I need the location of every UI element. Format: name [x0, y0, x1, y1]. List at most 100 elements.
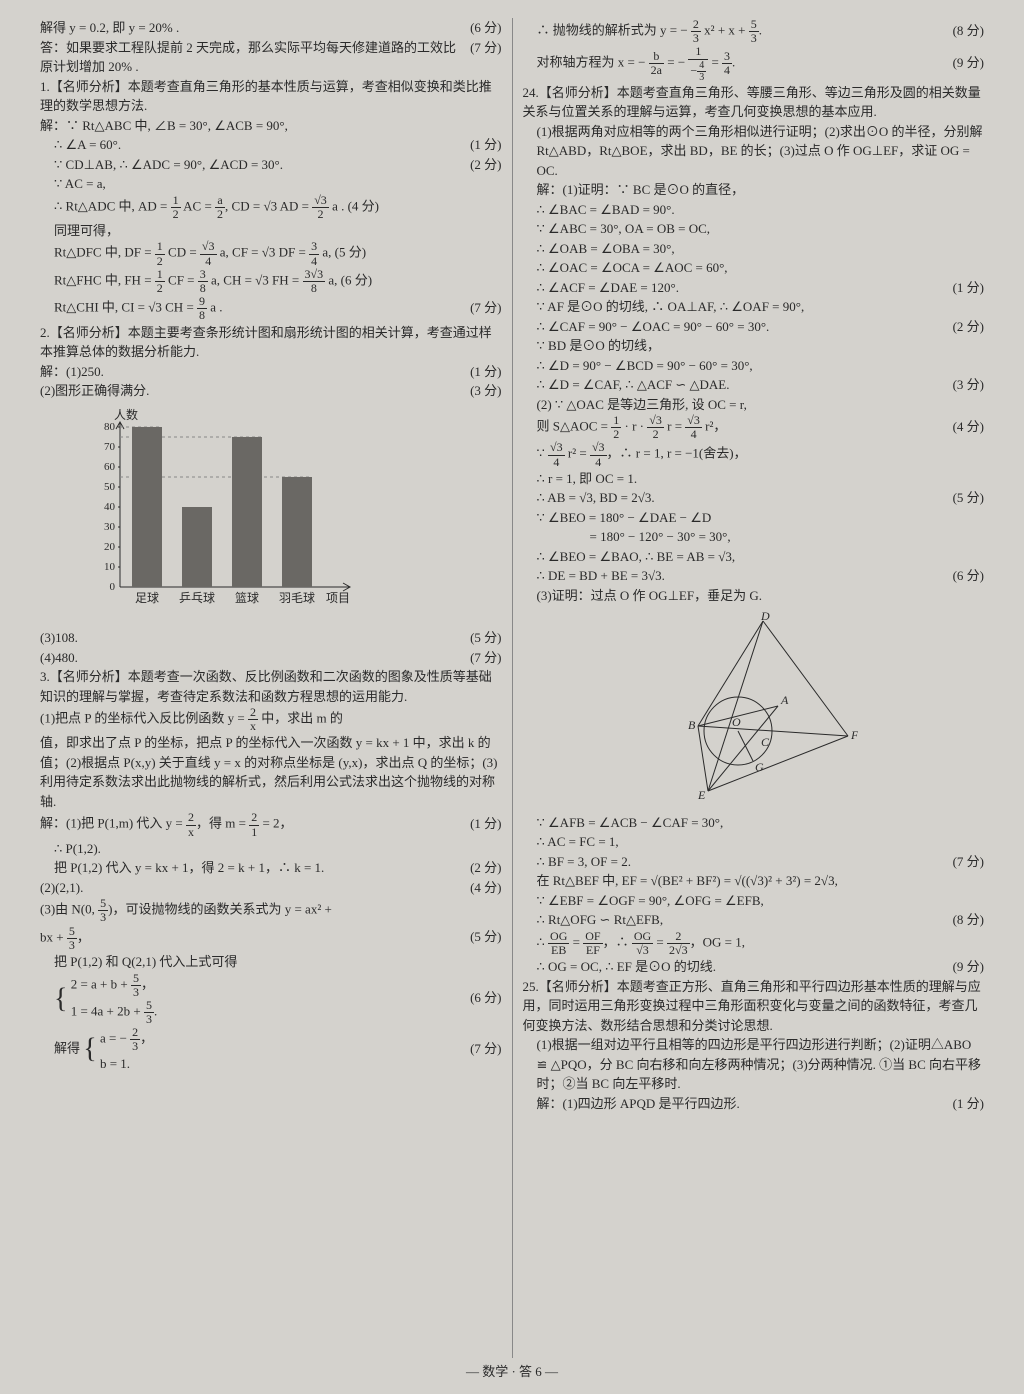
score: (7 分): [462, 38, 501, 58]
bar-chart: 人数 0 10 20 30 40 50 60 70 80: [70, 407, 502, 623]
text: 解：(1)把 P(1,m) 代入 y = 2x，得 m = 21 = 2，: [40, 811, 293, 838]
text: (3)证明：过点 O 作 OG⊥EF，垂足为 G.: [523, 586, 985, 606]
score: (5 分): [945, 488, 984, 508]
svg-text:乒乓球: 乒乓球: [179, 591, 215, 605]
text: Rt△DFC 中, DF = 12 CD = √34 a, CF = √3 DF…: [40, 240, 502, 267]
svg-text:项目: 项目: [326, 591, 350, 605]
text: ∴ 抛物线的解析式为 y = − 23 x² + x + 53.: [523, 18, 762, 45]
svg-text:O: O: [732, 715, 741, 729]
svg-text:F: F: [850, 728, 858, 742]
text: ∴ P(1,2).: [40, 839, 502, 859]
score: (8 分): [945, 21, 984, 41]
text: 解：(1)证明：∵ BC 是⊙O 的直径，: [523, 180, 985, 200]
svg-text:70: 70: [104, 441, 116, 453]
solution-system: 解得 { a = − 23， b = 1.: [40, 1026, 153, 1073]
score: (9 分): [945, 957, 984, 977]
text: 则 S△AOC = 12 · r · √32 r = √34 r²，: [523, 414, 727, 441]
svg-text:80: 80: [104, 421, 116, 433]
svg-text:50: 50: [104, 481, 116, 493]
text: ∴ ∠BAC = ∠BAD = 90°.: [523, 200, 985, 220]
score: (4 分): [945, 417, 984, 437]
score: (2 分): [945, 317, 984, 337]
score: (2 分): [462, 155, 501, 175]
analysis-heading: 24.【名师分析】本题考查直角三角形、等腰三角形、等边三角形及圆的相关数量关系与…: [523, 83, 985, 122]
text: 解：(1)四边形 APQD 是平行四边形.: [523, 1094, 740, 1114]
text: 值，即求出了点 P 的坐标，把点 P 的坐标代入一次函数 y = kx + 1 …: [40, 733, 502, 811]
text: ∴ ∠D = ∠CAF, ∴ △ACF ∽ △DAE.: [523, 375, 730, 395]
text: 在 Rt△BEF 中, EF = √(BE² + BF²) = √((√3)² …: [523, 871, 985, 891]
page-footer: — 数学 · 答 6 —: [30, 1362, 994, 1382]
score: (1 分): [462, 135, 501, 155]
text: (3)108.: [40, 628, 78, 648]
score: (7 分): [462, 298, 501, 318]
text: ∴ Rt△ADC 中, AD = 12 AC = a2, CD = √3 AD …: [40, 194, 502, 221]
text: ∴ ∠BEO = ∠BAO, ∴ BE = AB = √3,: [523, 547, 985, 567]
score: (1 分): [462, 362, 501, 382]
text: ∴ ∠A = 60°.: [40, 135, 121, 155]
text: ∵ ∠EBF = ∠OGF = 90°, ∠OFG = ∠EFB,: [523, 891, 985, 911]
text: Rt△FHC 中, FH = 12 CF = 38 a, CH = √3 FH …: [40, 268, 502, 295]
text: ∵ ∠ABC = 30°, OA = OB = OC,: [523, 219, 985, 239]
text: (2)(2,1).: [40, 878, 83, 898]
text: 解得 y = 0.2, 即 y = 20% .: [40, 18, 179, 38]
text: 同理可得，: [40, 221, 502, 241]
text: (2)图形正确得满分.: [40, 381, 149, 401]
text: ∵ ∠AFB = ∠ACB − ∠CAF = 30°,: [523, 813, 985, 833]
svg-text:篮球: 篮球: [235, 590, 259, 605]
text: bx + 53，: [40, 925, 90, 952]
svg-text:足球: 足球: [135, 591, 159, 605]
text: ∴ OG = OC, ∴ EF 是⊙O 的切线.: [523, 957, 717, 977]
svg-text:30: 30: [104, 521, 116, 533]
text: ∴ r = 1, 即 OC = 1.: [523, 469, 985, 489]
text: (1)根据一组对边平行且相等的四边形是平行四边形进行判断；(2)证明△ABO ≌…: [523, 1035, 985, 1094]
score: (1 分): [945, 278, 984, 298]
text: 答：如果要求工程队提前 2 天完成，那么实际平均每天修建道路的工效比原计划增加 …: [40, 38, 462, 77]
score: (3 分): [945, 375, 984, 395]
score: (7 分): [462, 648, 501, 668]
chart-svg: 人数 0 10 20 30 40 50 60 70 80: [70, 407, 360, 617]
text: (3)由 N(0, 53)，可设抛物线的函数关系式为 y = ax² +: [40, 897, 502, 924]
svg-text:20: 20: [104, 541, 116, 553]
text: 解：(1)250.: [40, 362, 104, 382]
equation-system: { 2 = a + b + 53， 1 = 4a + 2b + 53.: [40, 972, 157, 1027]
score: (6 分): [462, 988, 501, 1008]
score: (9 分): [945, 53, 984, 73]
analysis-heading: 3.【名师分析】本题考查一次函数、反比例函数和二次函数的图象及性质等基础知识的理…: [40, 667, 502, 706]
svg-text:0: 0: [110, 581, 116, 593]
text: Rt△CHI 中, CI = √3 CH = 98 a .: [40, 295, 223, 322]
svg-text:人数: 人数: [114, 407, 138, 422]
text: ∵ CD⊥AB, ∴ ∠ADC = 90°, ∠ACD = 30°.: [40, 155, 283, 175]
svg-text:60: 60: [104, 461, 116, 473]
svg-text:羽毛球: 羽毛球: [279, 591, 315, 605]
text: ∵ AF 是⊙O 的切线, ∴ OA⊥AF, ∴ ∠OAF = 90°,: [523, 297, 985, 317]
text: ∴ ∠D = 90° − ∠BCD = 90° − 60° = 30°,: [523, 356, 985, 376]
score: (2 分): [462, 858, 501, 878]
svg-text:D: D: [760, 611, 770, 623]
text: ∴ ∠OAC = ∠OCA = ∠AOC = 60°,: [523, 258, 985, 278]
score: (1 分): [462, 814, 501, 834]
text: ∵ √34 r² = √34，∴ r = 1, r = −1(舍去)，: [523, 441, 985, 468]
score: (4 分): [462, 878, 501, 898]
geometry-diagram: D A B O C F G E: [523, 611, 985, 807]
text: ∵ ∠BEO = 180° − ∠DAE − ∠D: [523, 508, 985, 528]
score: (5 分): [462, 927, 501, 947]
score: (6 分): [945, 566, 984, 586]
text: 把 P(1,2) 代入 y = kx + 1，得 2 = k + 1，∴ k =…: [40, 858, 324, 878]
analysis-heading: 1.【名师分析】本题考查直角三角形的基本性质与运算，考查相似变换和类比推理的数学…: [40, 77, 502, 116]
svg-text:E: E: [697, 788, 706, 801]
text: ∴ BF = 3, OF = 2.: [523, 852, 631, 872]
text: (2) ∵ △OAC 是等边三角形, 设 OC = r,: [523, 395, 985, 415]
text: ∵ AC = a,: [40, 174, 502, 194]
score: (7 分): [945, 852, 984, 872]
svg-text:10: 10: [104, 561, 116, 573]
text: ∴ ∠CAF = 90° − ∠OAC = 90° − 60° = 30°.: [523, 317, 770, 337]
svg-text:A: A: [780, 693, 789, 707]
score: (1 分): [945, 1094, 984, 1114]
text: ∴ OGEB = OFEF，∴ OG√3 = 22√3，OG = 1,: [523, 930, 985, 957]
text: 解：∵ Rt△ABC 中, ∠B = 30°, ∠ACB = 90°,: [40, 116, 502, 136]
score: (7 分): [462, 1039, 501, 1059]
right-column: ∴ 抛物线的解析式为 y = − 23 x² + x + 53. (8 分) 对称…: [513, 18, 995, 1358]
score: (5 分): [462, 628, 501, 648]
score: (8 分): [945, 910, 984, 930]
text: 对称轴方程为 x = − b2a = − 1−43 = 34.: [523, 45, 736, 82]
